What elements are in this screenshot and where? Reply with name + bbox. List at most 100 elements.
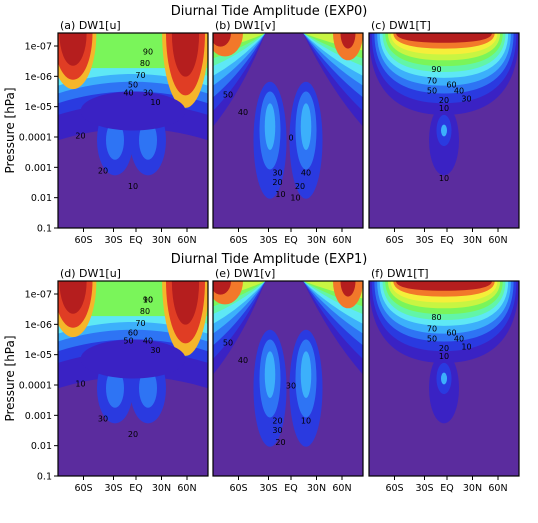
x-tick-label: 60N <box>332 483 351 494</box>
contour-label: 50 <box>427 86 437 95</box>
y-tick-label: 1e-06 <box>25 320 52 331</box>
y-tick-label: 0.001 <box>25 411 52 422</box>
y-tick-label: 0.0001 <box>19 133 52 144</box>
y-axis-label: Pressure [hPa] <box>3 335 17 421</box>
x-tick-label: 60S <box>385 483 403 494</box>
x-tick-label: 60S <box>229 235 247 246</box>
contour-label: 30 <box>286 381 296 390</box>
contour-label: 10 <box>143 295 153 304</box>
panel-0-2: 90 70 60 50 40 20 30 10 10 (c) DW1[T] 60S 30S EQ 30N 6… <box>368 19 520 246</box>
x-tick-label: EQ <box>440 235 453 246</box>
panel-frame <box>212 32 364 229</box>
contour-label: 20 <box>272 178 282 187</box>
contour-label: 10 <box>290 194 300 203</box>
y-tick-label: 0.1 <box>37 472 52 483</box>
chart-title: Diurnal Tide Amplitude (EXP0) <box>171 4 368 19</box>
contour-label: 50 <box>223 90 233 99</box>
panel-title: (e) DW1[v] <box>215 267 275 280</box>
contour-label: 80 <box>140 59 150 68</box>
chart-title: Diurnal Tide Amplitude (EXP1) <box>171 252 368 267</box>
contour-label: 20 <box>272 416 282 425</box>
y-tick-label: 0.01 <box>31 441 52 452</box>
x-tick-label: 30S <box>104 483 122 494</box>
y-axis-label: Pressure [hPa] <box>3 87 17 173</box>
x-tick-label: 30S <box>104 235 122 246</box>
panel-frame <box>57 32 209 229</box>
contour-label: 40 <box>123 88 133 97</box>
x-tick-label: 30S <box>259 235 277 246</box>
contour-label: 10 <box>439 352 449 361</box>
x-tick-label: 60N <box>332 235 351 246</box>
x-tick-label: 30N <box>307 235 326 246</box>
contour-label: 20 <box>128 430 138 439</box>
contour-label: 50 <box>123 336 133 345</box>
contour-label: 50 <box>223 338 233 347</box>
panel-frame <box>368 280 520 477</box>
contour-label: 30 <box>143 88 153 97</box>
contour-label: 40 <box>301 168 311 177</box>
contour-label: 60 <box>446 81 456 90</box>
x-tick-label: 30N <box>463 483 482 494</box>
contour-label: 50 <box>427 334 437 343</box>
x-tick-label: EQ <box>440 483 453 494</box>
x-tick-label: 30N <box>463 235 482 246</box>
contour-label: 10 <box>301 416 311 425</box>
contour-label: 60 <box>128 329 138 338</box>
panel-title: (c) DW1[T] <box>371 19 431 32</box>
contour-label: 10 <box>75 379 85 388</box>
x-tick-label: 60N <box>177 483 196 494</box>
contour-label: 70 <box>427 325 437 334</box>
contour-label: 90 <box>143 295 153 304</box>
contour-label: 70 <box>135 319 145 328</box>
y-tick-label: 1e-06 <box>25 72 52 83</box>
y-tick-label: 0.1 <box>37 224 52 235</box>
contour-label: 20 <box>439 344 449 353</box>
contour-label: 20 <box>98 166 108 175</box>
x-tick-label: EQ <box>284 235 297 246</box>
contour-label: 40 <box>143 336 153 345</box>
y-tick-label: 0.01 <box>31 193 52 204</box>
contour-label: 20 <box>75 131 85 140</box>
contour-label: 30 <box>272 426 282 435</box>
contour-label: 70 <box>427 77 437 86</box>
contour-label: 40 <box>454 86 464 95</box>
contour-label: 30 <box>272 168 282 177</box>
contour-label: 10 <box>461 342 471 351</box>
contour-label: 40 <box>454 334 464 343</box>
contour-label: 10 <box>439 104 449 113</box>
contour-label: 20 <box>275 438 285 447</box>
contour-label: 10 <box>128 182 138 191</box>
y-tick-label: 1e-07 <box>25 290 52 301</box>
contour-label: 80 <box>431 313 441 322</box>
x-tick-label: EQ <box>129 235 142 246</box>
x-tick-label: 60S <box>229 483 247 494</box>
contour-label: 30 <box>461 94 471 103</box>
x-tick-label: 30S <box>259 483 277 494</box>
contour-label: 10 <box>275 190 285 199</box>
panel-frame <box>57 280 209 477</box>
contour-label: 20 <box>295 182 305 191</box>
contour-label: 0 <box>288 133 293 142</box>
panel-title: (f) DW1[T] <box>371 267 429 280</box>
panel-title: (b) DW1[v] <box>215 19 276 32</box>
contour-label: 60 <box>446 329 456 338</box>
contour-label: 10 <box>150 98 160 107</box>
panel-title: (d) DW1[u] <box>60 267 121 280</box>
contour-label: 90 <box>143 47 153 56</box>
y-tick-label: 1e-05 <box>25 350 52 361</box>
contour-label: 10 <box>439 174 449 183</box>
contour-label: 30 <box>150 346 160 355</box>
contour-label: 90 <box>431 65 441 74</box>
x-tick-label: 60S <box>74 483 92 494</box>
panel-title: (a) DW1[u] <box>60 19 121 32</box>
chart-row-1: Diurnal Tide Amplitude (EXP1) Pressure [h… <box>3 252 520 494</box>
x-tick-label: 30S <box>415 235 433 246</box>
x-tick-label: 60N <box>488 235 507 246</box>
x-tick-label: 60S <box>74 235 92 246</box>
contour-label: 20 <box>439 96 449 105</box>
y-tick-label: 1e-05 <box>25 102 52 113</box>
contour-label: 40 <box>238 356 248 365</box>
